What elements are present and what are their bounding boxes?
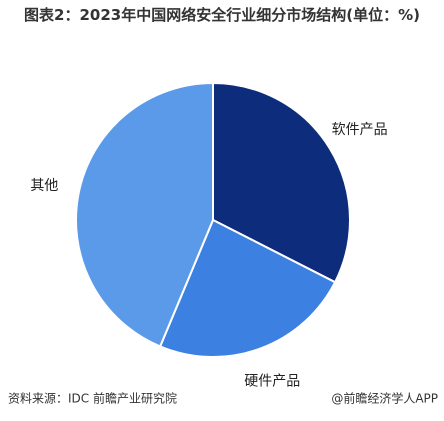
chart-title: 图表2：2023年中国网络安全行业细分市场结构(单位：%) [24,6,420,24]
pie-slice [158,218,337,358]
slice-label: 其他 [30,178,58,194]
slice-label: 硬件产品 [244,373,300,389]
credit: @前瞻经济学人APP [331,391,438,406]
source: 资料来源：IDC 前瞻产业研究院 [8,391,177,406]
pie-slice [75,81,214,348]
pie-slice [212,81,351,284]
slice-label: 软件产品 [332,122,388,138]
